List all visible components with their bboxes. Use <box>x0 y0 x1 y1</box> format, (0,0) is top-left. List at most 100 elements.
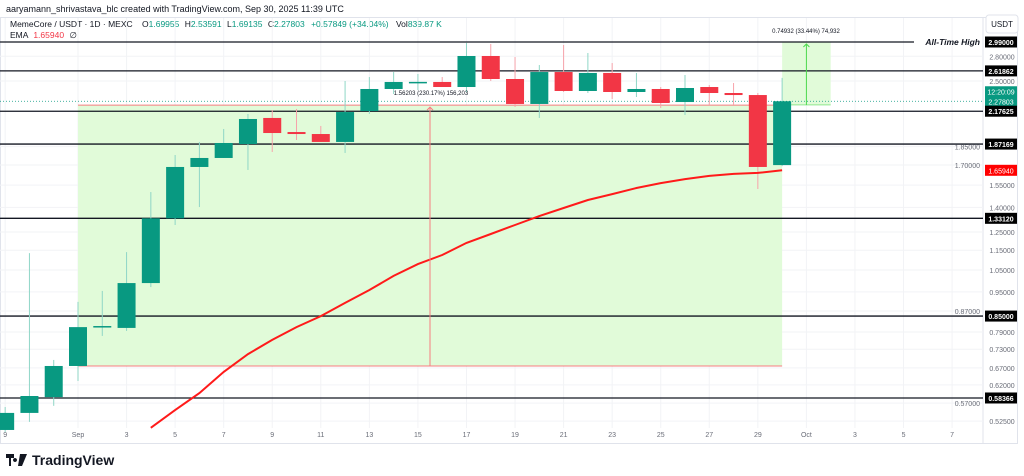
candle-down <box>603 72 622 92</box>
candle-up <box>44 365 63 398</box>
candle-down <box>506 79 525 104</box>
ema-price-tag <box>985 164 1017 176</box>
time-tick-label: 19 <box>511 432 519 439</box>
time-tick-label: 15 <box>414 432 422 439</box>
candle-up <box>627 88 646 92</box>
candle-up <box>530 72 549 104</box>
time-axis[interactable]: 9 Sep 3 5 7 9 11 13 15 17 19 21 23 25 27 29 Oct 3 5 7 <box>3 432 954 439</box>
level-price-tag <box>985 310 1017 322</box>
candle-down <box>311 134 330 142</box>
candle-up <box>93 326 112 328</box>
measurement-arrowhead <box>426 106 434 111</box>
price-tick-label: 1.70000 <box>955 163 980 170</box>
chart-legend: MemeCore / USDT · 1D · MEXC O1.69955 H2.… <box>10 19 442 41</box>
bar-countdown-label: 12:20:09 <box>987 89 1014 96</box>
level-price-label: 2.99000 <box>988 40 1013 47</box>
ema-label: EMA <box>10 30 28 40</box>
price-tick-label: 0.87000 <box>955 309 980 316</box>
last-price-label: 2.27803 <box>988 99 1013 106</box>
open-label: O <box>142 19 149 29</box>
level-price-tag <box>985 36 1017 48</box>
time-tick-label: 23 <box>608 432 616 439</box>
level-price-label: 1.87169 <box>988 142 1013 149</box>
open-value: 1.69955 <box>148 19 180 29</box>
price-tick-label: 0.95000 <box>989 290 1014 297</box>
candle-up <box>408 81 427 84</box>
price-tick-label: 1.05000 <box>989 268 1014 275</box>
time-tick-label: 3 <box>853 432 857 439</box>
candle-up <box>238 118 257 145</box>
currency-label: USDT <box>991 20 1013 29</box>
low-label: L <box>227 19 232 29</box>
time-tick-label: 3 <box>125 432 129 439</box>
candle-down <box>700 87 719 94</box>
candle-up <box>773 101 792 166</box>
level-price-tag <box>985 138 1017 150</box>
candle-up <box>457 55 476 88</box>
candle-up <box>676 87 694 103</box>
close-value: 2.27803 <box>273 19 305 29</box>
time-tick-label: 9 <box>3 432 7 439</box>
chart-frame <box>0 17 1018 444</box>
price-tick-label: 0.73000 <box>989 347 1014 354</box>
measurement-label: 1.56203 (230.17%) 156,203 <box>394 91 469 97</box>
price-tick-label: 0.79000 <box>989 330 1014 337</box>
candle-up <box>336 112 355 142</box>
candle-up <box>141 218 160 284</box>
measurement-label: 0.74932 (33.44%) 74,932 <box>772 29 840 35</box>
currency-button[interactable]: USDT <box>985 14 1019 34</box>
volume-label: Vol <box>395 19 408 29</box>
candle-down <box>481 55 500 80</box>
level-price-label: 2.61862 <box>988 69 1013 76</box>
ema-legend[interactable]: EMA 1.65940 ∅ <box>10 30 442 41</box>
level-price-tag <box>985 65 1017 77</box>
price-tick-label: 1.40000 <box>989 205 1014 212</box>
price-tick-label: 1.15000 <box>989 248 1014 255</box>
time-tick-label: 25 <box>657 432 665 439</box>
candle-up <box>166 166 185 219</box>
candle-up <box>384 81 403 89</box>
ema-value: 1.65940 <box>33 30 65 40</box>
candle-down <box>287 132 306 135</box>
symbol-title[interactable]: MemeCore / USDT · 1D · MEXC <box>10 19 133 29</box>
candle-down <box>651 88 670 103</box>
tradingview-logo-text: TradingView <box>32 452 115 468</box>
volume-value: 839.87 K <box>407 19 442 29</box>
tradingview-logo[interactable]: TradingView <box>6 452 114 468</box>
price-tick-label: 1.25000 <box>989 230 1014 237</box>
time-tick-label: Oct <box>801 432 812 439</box>
time-tick-label: 11 <box>317 432 324 439</box>
tradingview-logo-icon <box>6 454 27 466</box>
ema-line-group <box>150 169 783 429</box>
time-tick-label: 13 <box>365 432 373 439</box>
price-tick-label: 0.67000 <box>989 366 1014 373</box>
price-tick-label: 0.57000 <box>955 401 980 408</box>
candle-up <box>20 396 39 413</box>
high-label: H <box>184 19 191 29</box>
candle-up <box>69 327 87 366</box>
price-axis[interactable]: 2.80000 2.50000 1.85000 1.70000 1.55000 1.400… <box>955 36 1017 427</box>
price-tick-label: 1.85000 <box>955 145 980 152</box>
candle-up <box>214 142 233 158</box>
level-price-tag <box>985 212 1017 224</box>
high-value: 2.53591 <box>190 19 222 29</box>
last-price-tag <box>985 86 1017 107</box>
time-tick-label: 27 <box>705 432 713 439</box>
time-tick-label: 7 <box>950 432 954 439</box>
ema-hidden-icon[interactable]: ∅ <box>69 30 77 40</box>
candle-up <box>578 72 597 91</box>
candle-down <box>748 95 767 167</box>
candle-down <box>433 81 452 88</box>
ema-line <box>150 169 783 429</box>
low-value: 1.69135 <box>231 19 263 29</box>
candle-down <box>554 72 573 91</box>
chart-credit: aaryamann_shrivastava_blc created with T… <box>6 4 344 14</box>
time-tick-label: 29 <box>754 432 762 439</box>
ema-price-label: 1.65940 <box>988 168 1013 175</box>
time-tick-label: 9 <box>270 432 274 439</box>
change-value: +0.57849 (+34.04%) <box>311 19 389 29</box>
ohlc-legend: MemeCore / USDT · 1D · MEXC O1.69955 H2.… <box>10 19 442 30</box>
level-price-label: 2.17625 <box>988 109 1013 116</box>
candle-up <box>0 412 15 430</box>
